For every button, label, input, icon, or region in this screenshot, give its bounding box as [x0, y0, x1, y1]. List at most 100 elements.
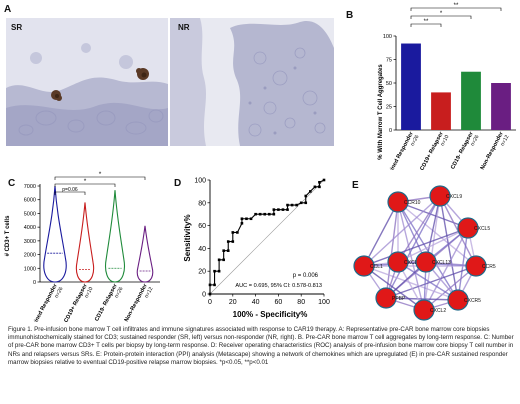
- bar-4: [491, 83, 511, 130]
- violin-significance-bracket: [54, 183, 116, 187]
- roc-xtick-label: 100: [318, 299, 330, 306]
- violin-ytick-label: 6000: [24, 198, 36, 204]
- roc-point: [240, 222, 244, 225]
- roc-point: [295, 203, 298, 207]
- panel-e-label: E: [352, 180, 359, 191]
- ppi-edge: [363, 265, 425, 311]
- violin-category-label: CD19+ Relapser: [63, 282, 89, 322]
- ppi-edge: [385, 297, 459, 301]
- roc-point: [281, 208, 285, 211]
- bar-n-label: n=26: [470, 134, 481, 147]
- roc-point: [304, 194, 308, 198]
- ppi-node-cxcl5: [457, 217, 479, 239]
- panel-d-label: D: [174, 178, 182, 189]
- ppi-node-ccl1: [353, 255, 375, 277]
- significance-bracket: [410, 23, 442, 27]
- micrograph-sr-tag: SR: [11, 23, 23, 32]
- roc-point: [249, 217, 253, 221]
- bar-2: [431, 92, 451, 130]
- ppi-edge: [425, 195, 441, 263]
- violin-category-label: CD19- Relapser: [94, 282, 119, 322]
- roc-point: [208, 283, 212, 287]
- roc-point: [240, 217, 244, 221]
- ppi-edge: [423, 195, 441, 311]
- ppi-edge: [397, 201, 427, 263]
- ppi-node-cxcl2: [413, 299, 435, 321]
- significance-bracket: [410, 7, 502, 11]
- significance-label: *: [440, 11, 443, 17]
- roc-point: [217, 269, 221, 273]
- roc-reference-diagonal: [209, 179, 325, 295]
- roc-point: [217, 258, 221, 262]
- roc-point: [277, 208, 280, 211]
- violin-ytick-label: 1000: [24, 266, 36, 272]
- roc-point: [286, 208, 289, 211]
- roc-point: [304, 201, 308, 205]
- roc-point: [236, 231, 239, 234]
- ppi-node-cxcr5: [447, 289, 469, 311]
- roc-xtick-label: 20: [229, 299, 237, 306]
- violin-2: [75, 202, 95, 283]
- ppi-edge: [397, 201, 477, 267]
- roc-point: [208, 292, 212, 296]
- roc-point: [286, 203, 289, 207]
- bar-chart-ytick-label: 25: [386, 105, 392, 111]
- roc-point: [231, 231, 235, 234]
- figure-caption: Figure 1. Pre-infusion bone marrow T cel…: [8, 326, 514, 366]
- violin-significance-label: *: [99, 171, 102, 178]
- ppi-edge: [397, 201, 469, 229]
- ppi-edge: [397, 227, 469, 263]
- ppi-edge: [385, 201, 399, 299]
- roc-ytick-label: 60: [198, 223, 206, 230]
- roc-point: [254, 212, 257, 216]
- bar-category-label: Sustained Responder: [382, 130, 415, 170]
- violin-significance-bracket: [54, 176, 146, 180]
- bar-chart-ytick-label: 75: [386, 58, 392, 64]
- roc-point: [272, 208, 276, 211]
- panel-c-label: C: [8, 178, 16, 189]
- violin-3: [105, 190, 125, 283]
- ppi-node-label: PPBP: [392, 296, 406, 302]
- violin-ytick-label: 7000: [24, 184, 36, 190]
- roc-point: [222, 249, 225, 252]
- bar-chart-ytick-label: 50: [386, 81, 392, 87]
- ppi-node-ccr5: [465, 255, 487, 277]
- bar-chart-ylabel: % With Marrow T Cell Aggregates: [378, 64, 384, 160]
- roc-point: [318, 185, 321, 189]
- violin-ytick-label: 2000: [24, 253, 36, 259]
- violin-category-label: Sustained Responder: [26, 282, 59, 322]
- roc-point: [213, 283, 216, 287]
- panel-b-label: B: [346, 10, 354, 21]
- roc-xtick-label: 40: [252, 299, 260, 306]
- violin-n-label: n=10: [84, 286, 95, 299]
- violin-plot-cd3-counts: # CD3+ T cells 0 1000 2000 3000 4000 5000 6000…: [5, 171, 160, 322]
- bar-n-label: n=10: [440, 134, 451, 147]
- roc-xlabel: 100% - Specificity%: [233, 310, 308, 319]
- bar-chart-t-cell-aggregates: % With Marrow T Cell Aggregates 0 25 50 75 1…: [378, 3, 516, 170]
- roc-point: [245, 217, 248, 221]
- ppi-edge: [397, 261, 459, 301]
- micrograph-non-responder: NR: [170, 18, 334, 146]
- violin-ytick-label: 5000: [24, 211, 36, 217]
- roc-ytick-label: 100: [194, 178, 206, 185]
- violin-significance-bracket: [54, 191, 86, 195]
- micrograph-nr-tag: NR: [178, 23, 190, 32]
- roc-point: [309, 190, 312, 193]
- ppi-node-label: CXCL9: [446, 194, 462, 200]
- roc-xtick-label: 80: [297, 299, 305, 306]
- violin-category-label: Non-Responder: [124, 282, 149, 322]
- bar-chart-ytick-label: 100: [383, 34, 392, 40]
- roc-point: [322, 178, 326, 182]
- roc-point: [226, 249, 230, 252]
- ppi-node-cxcl13: [415, 251, 437, 273]
- ppi-edge: [363, 195, 441, 267]
- ppi-node-label: CXCL2: [430, 308, 446, 314]
- roc-curve: Sensitivity% 100% - Specificity% 00 20 20 4…: [183, 178, 330, 320]
- roc-ytick-label: 20: [198, 269, 206, 276]
